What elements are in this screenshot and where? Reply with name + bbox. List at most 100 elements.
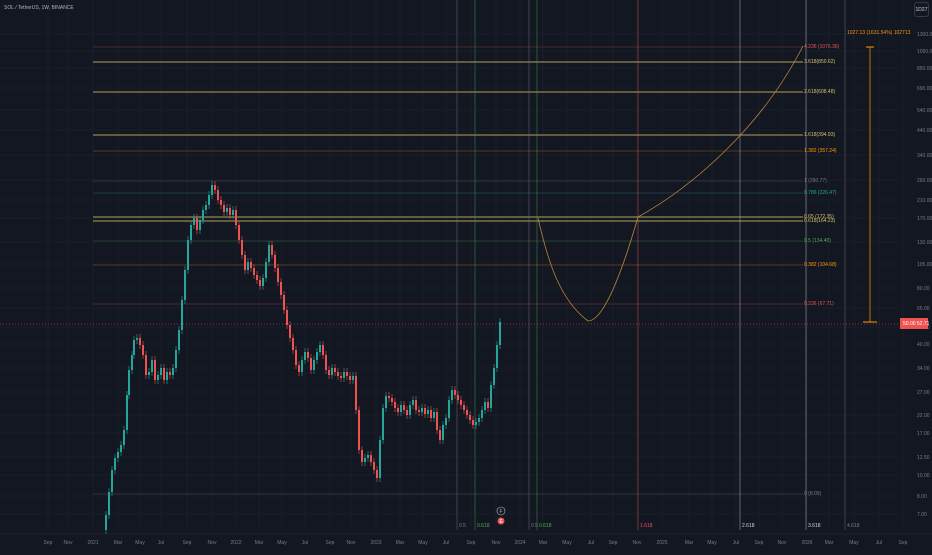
candle-body	[105, 515, 107, 530]
price-tick-label: 130.00	[917, 240, 932, 246]
candle-body	[325, 355, 327, 370]
candle-body	[166, 372, 168, 380]
event-badge-e[interactable]	[497, 517, 505, 525]
fib-level-label: 4.236 (1076.36)	[804, 44, 840, 50]
candle-body	[169, 372, 171, 375]
candle-body	[487, 402, 489, 408]
price-axis[interactable]: 1300.00 1050.00 850.00 690.00 540.00 440.00 34…	[917, 32, 932, 518]
candle-body	[424, 408, 426, 414]
candle-body	[259, 280, 261, 286]
time-tick-label: Mar	[396, 540, 405, 546]
fib-level-label: 2.618(608.48)	[804, 89, 835, 95]
fib-level-label: 3.618(850.62)	[804, 59, 835, 65]
candle-body	[148, 372, 150, 375]
candle-body	[367, 455, 369, 458]
candle-body	[466, 410, 468, 415]
candle-body	[394, 402, 396, 408]
candle-body	[388, 396, 390, 398]
price-tick-label: 27.00	[917, 390, 930, 396]
candle-body	[265, 262, 267, 278]
candle-body	[385, 396, 387, 408]
fib-level-label: 1 (260.77)	[804, 178, 827, 184]
candle-body	[283, 295, 285, 310]
time-tick-label: Mar	[825, 540, 834, 546]
candlestick-series	[105, 181, 501, 534]
candle-body	[418, 410, 420, 412]
candle-body	[391, 398, 393, 402]
candle-body	[217, 190, 219, 200]
fib-level-label: 1.618(394.93)	[804, 132, 835, 138]
candle-body	[271, 245, 273, 255]
candle-body	[247, 262, 249, 270]
candle-body	[460, 400, 462, 405]
time-tick-label: Sep	[609, 540, 618, 546]
time-tick-label: Sep	[44, 540, 53, 546]
candle-body	[496, 345, 498, 368]
candle-body	[421, 408, 423, 412]
svg-text:50.00 52.71: 50.00 52.71	[903, 321, 930, 327]
candle-body	[151, 360, 153, 372]
candle-body	[114, 458, 116, 470]
projection-curve[interactable]	[537, 45, 804, 322]
fib-level-label: 0.236 (67.71)	[804, 301, 834, 307]
time-axis[interactable]: Sep Nov 2021 Mar May Jul Sep Nov 2022 Mar May Jul Se…	[0, 533, 932, 546]
time-tick-label: 2022	[230, 540, 241, 546]
time-fib-label: 1.618	[640, 523, 653, 529]
candle-body	[364, 458, 366, 462]
scale-button[interactable]: 1D27	[914, 2, 929, 17]
candle-body	[175, 350, 177, 368]
candle-body	[484, 402, 486, 410]
candle-body	[448, 400, 450, 418]
candle-body	[478, 418, 480, 422]
candle-body	[154, 360, 156, 380]
candle-body	[346, 372, 348, 376]
time-tick-label: May	[849, 540, 859, 546]
price-tick-label: 340.00	[917, 153, 932, 159]
candle-body	[439, 430, 441, 440]
candle-body	[136, 338, 138, 340]
candle-body	[349, 376, 351, 380]
candle-body	[406, 410, 408, 415]
price-tick-label: 12.50	[917, 455, 930, 461]
time-tick-label: Nov	[347, 540, 356, 546]
candle-body	[340, 376, 342, 378]
candle-body	[322, 345, 324, 355]
candle-body	[226, 208, 228, 212]
event-badge-f[interactable]	[496, 506, 506, 516]
projection-path[interactable]	[537, 45, 804, 322]
price-tick-label: 40.00	[917, 342, 930, 348]
candle-body	[139, 338, 141, 345]
fib-level-label: 0.618(164.23)	[804, 218, 835, 224]
candle-body	[499, 322, 501, 345]
candle-body	[120, 445, 122, 452]
time-fib-label: 3.618	[808, 523, 821, 529]
time-tick-label: Sep	[326, 540, 335, 546]
time-tick-label: Sep	[899, 540, 908, 546]
price-tick-label: 540.00	[917, 108, 932, 114]
candle-body	[280, 282, 282, 295]
symbol-title[interactable]: SOL / TetherUS, 1W, BINANCE	[4, 5, 74, 11]
candle-body	[304, 352, 306, 360]
candle-body	[493, 368, 495, 385]
time-tick-label: Mar	[255, 540, 264, 546]
time-tick-label: 2021	[87, 540, 98, 546]
fib-retracement[interactable]: 4.236 (1076.36) 3.618(850.62) 2.618(608.48…	[93, 44, 840, 497]
candle-body	[262, 278, 264, 286]
candle-body	[214, 185, 216, 190]
price-tick-label: 7.00	[917, 512, 927, 518]
candle-body	[172, 368, 174, 375]
time-tick-label: May	[135, 540, 145, 546]
event-badges[interactable]: F E	[496, 506, 506, 525]
candle-body	[337, 372, 339, 376]
price-range-measure[interactable]: 1027.13 (1631.54%) 102713	[847, 30, 911, 323]
time-tick-label: Jul	[588, 540, 594, 546]
candle-body	[442, 425, 444, 440]
time-tick-label: Nov	[64, 540, 73, 546]
candle-body	[178, 330, 180, 350]
candle-body	[430, 410, 432, 418]
fib-time-zones[interactable]: 0.5 0.618 0.5 0.618 1.618 2.618 3.618 4.618	[456, 0, 860, 530]
candle-body	[131, 355, 133, 370]
price-tick-label: 17.00	[917, 431, 930, 437]
